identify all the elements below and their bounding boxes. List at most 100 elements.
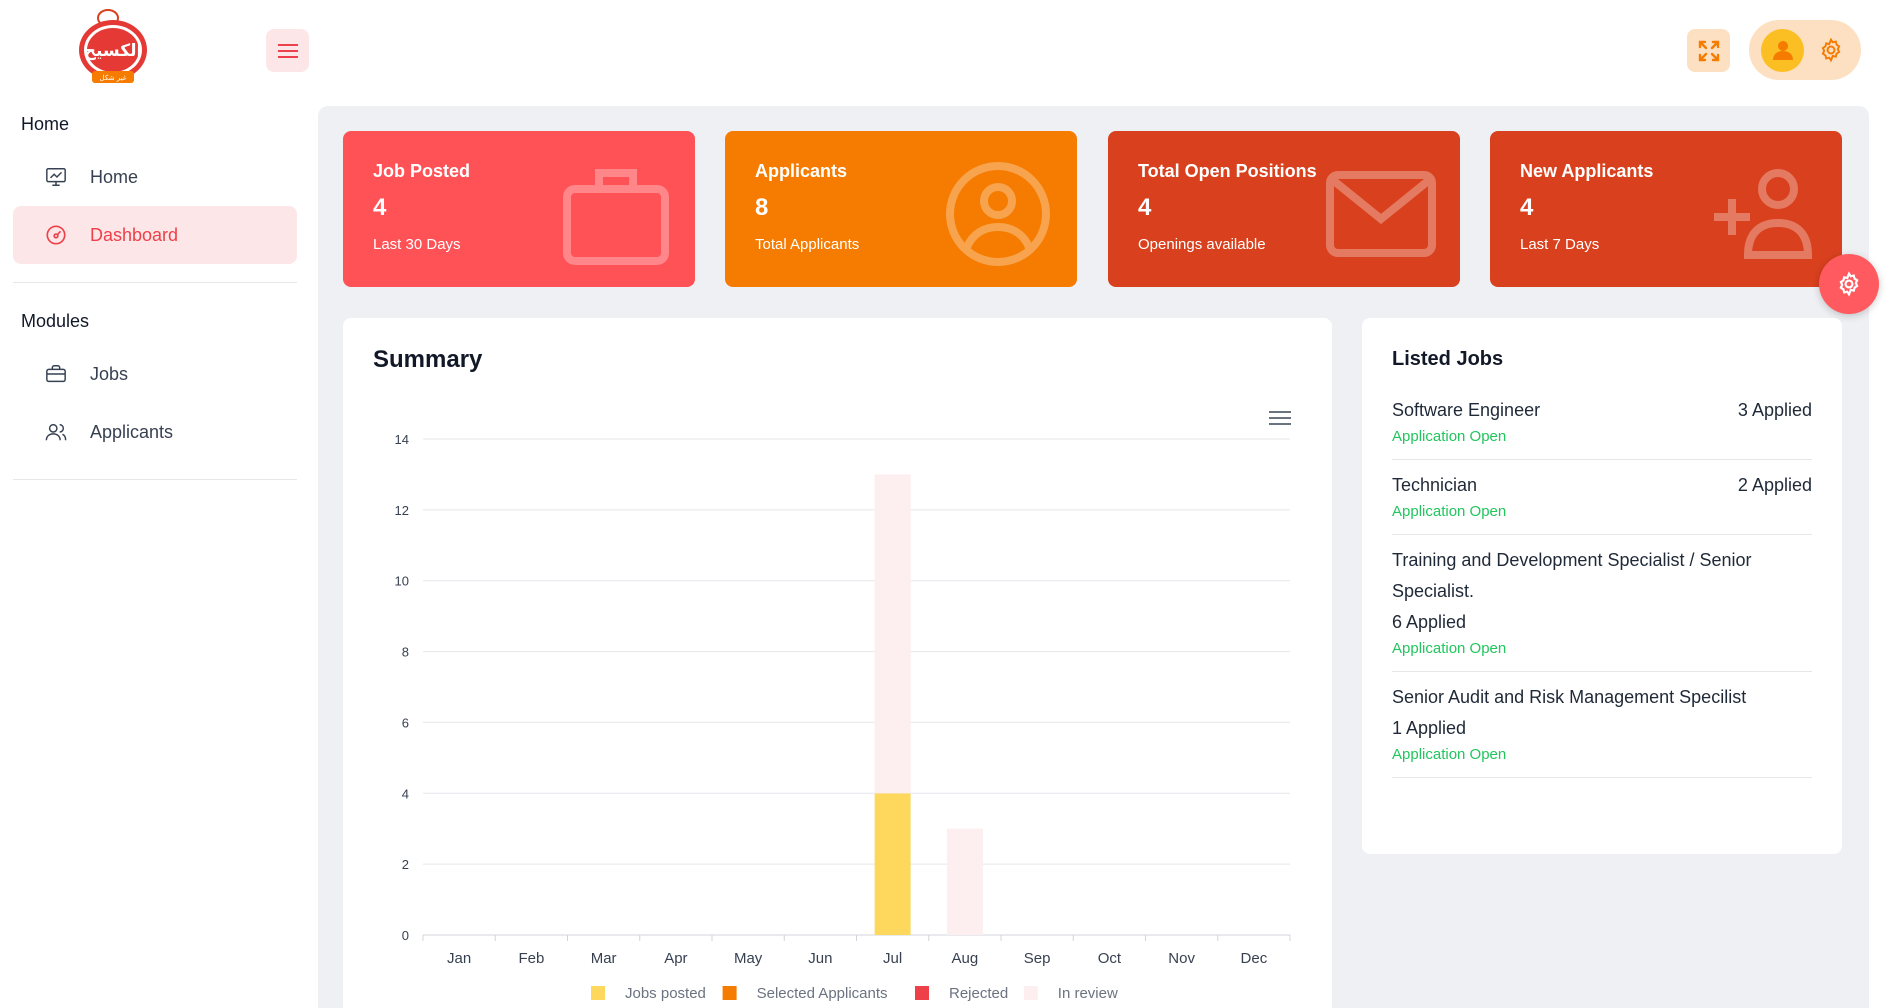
stat-value: 8 (755, 194, 769, 221)
sidebar-item-dashboard[interactable]: Dashboard (13, 206, 297, 264)
y-tick-label: 8 (402, 645, 409, 660)
job-name[interactable]: Technician (1392, 475, 1478, 495)
x-tick-label: Jul (883, 950, 902, 967)
sidebar-section-modules: Modules (21, 311, 90, 331)
job-name[interactable]: Senior Audit and Risk Management Specili… (1392, 687, 1747, 707)
user-plus-icon (1714, 169, 1813, 259)
gear-icon (1821, 37, 1841, 63)
stat-title: New Applicants (1520, 161, 1654, 181)
job-applied-count: 6 Applied (1392, 612, 1467, 632)
x-tick-label: Sep (1024, 950, 1051, 967)
legend-swatch (591, 986, 605, 1000)
stat-card-jobs-posted[interactable]: Job Posted 4 Last 30 Days (343, 131, 695, 287)
expand-icon (1698, 40, 1719, 61)
logo-text: الكسيح (84, 41, 143, 61)
sidebar-divider (13, 282, 297, 283)
summary-bar-chart: 0 2 4 6 8 10 12 14 Jan Feb Mar Apr May Jun Jul Aug Sep Oc… (395, 432, 1291, 1002)
y-tick-label: 2 (402, 857, 409, 872)
job-name[interactable]: Software Engineer (1392, 400, 1541, 420)
logo-subtext: غير شكل (100, 74, 127, 82)
dashboard-gauge-icon (44, 223, 68, 247)
brand-logo[interactable]: الكسيح غير شكل (74, 8, 152, 86)
x-tick-label: Feb (518, 950, 544, 967)
sidebar-section-home: Home (21, 114, 70, 134)
floating-settings-button[interactable] (1819, 254, 1879, 314)
legend-label: Rejected (949, 985, 1008, 1002)
job-item[interactable]: Technician 2 Applied Application Open (1392, 460, 1812, 535)
job-status: Application Open (1392, 428, 1507, 445)
settings-button[interactable] (1818, 37, 1844, 63)
y-tick-label: 14 (395, 432, 409, 447)
x-tick-label: Mar (591, 950, 617, 967)
chart-menu-icon[interactable] (1269, 410, 1291, 426)
stat-title: Total Open Positions (1138, 161, 1317, 181)
gear-icon (1839, 271, 1859, 297)
sidebar-item-applicants[interactable]: Applicants (13, 403, 297, 461)
job-status: Application Open (1392, 746, 1507, 763)
sidebar-item-label: Dashboard (90, 224, 179, 245)
legend-swatch (722, 986, 737, 1000)
bar-segment (874, 793, 911, 935)
sidebar-item-label: Applicants (90, 421, 174, 442)
sidebar-item-jobs[interactable]: Jobs (13, 345, 297, 403)
summary-panel: Summary 0 2 4 6 8 10 12 14 Jan Feb Mar Apr May Jun Jul… (343, 318, 1332, 1008)
bar-segment (946, 828, 983, 935)
stat-subtitle: Total Applicants (755, 236, 860, 253)
sidebar-item-label: Home (90, 166, 139, 187)
job-item[interactable]: Training and Development Specialist / Se… (1392, 535, 1812, 672)
y-tick-label: 0 (402, 928, 409, 943)
sidebar-item-home[interactable]: Home (13, 148, 297, 206)
stat-subtitle: Openings available (1138, 236, 1266, 253)
stat-card-open-positions[interactable]: Total Open Positions 4 Openings availabl… (1108, 131, 1460, 287)
x-tick-label: Dec (1241, 950, 1268, 967)
y-tick-label: 10 (395, 574, 409, 589)
job-applied-count: 2 Applied (1737, 475, 1812, 495)
stat-subtitle: Last 7 Days (1520, 236, 1600, 253)
legend-label: Jobs posted (625, 985, 706, 1002)
x-tick-label: Apr (664, 950, 687, 967)
briefcase-icon (44, 362, 68, 386)
sidebar: Home Home Dashboard Modules Jobs Applica… (0, 100, 310, 494)
x-tick-label: Jan (447, 950, 471, 967)
fullscreen-button[interactable] (1687, 29, 1730, 72)
stat-subtitle: Last 30 Days (373, 236, 461, 253)
briefcase-icon (563, 169, 669, 265)
job-status: Application Open (1392, 503, 1507, 520)
listed-jobs-title: Listed Jobs (1392, 348, 1504, 370)
y-tick-label: 12 (395, 503, 409, 518)
job-item[interactable]: Senior Audit and Risk Management Specili… (1392, 672, 1812, 778)
legend-swatch (915, 986, 929, 1000)
stat-value: 4 (373, 194, 387, 221)
users-icon (44, 420, 68, 444)
job-applied-count: 1 Applied (1392, 718, 1467, 738)
stat-title: Job Posted (373, 161, 471, 181)
x-tick-label: Jun (808, 950, 832, 967)
job-item[interactable]: Software Engineer 3 Applied Application … (1392, 385, 1812, 460)
legend-label: In review (1058, 985, 1118, 1002)
hamburger-icon (277, 43, 298, 58)
y-tick-label: 4 (402, 786, 409, 801)
legend-swatch (1023, 986, 1038, 1000)
user-avatar[interactable] (1761, 28, 1804, 72)
user-icon (1772, 41, 1793, 60)
stat-value: 4 (1138, 194, 1152, 221)
bar-segment (874, 474, 911, 794)
job-applied-count: 3 Applied (1737, 400, 1812, 420)
monitor-chart-icon (44, 165, 68, 189)
job-status: Application Open (1392, 640, 1507, 657)
sidebar-item-label: Jobs (90, 363, 129, 384)
stat-card-new-applicants[interactable]: New Applicants 4 Last 7 Days (1490, 131, 1842, 287)
stat-value: 4 (1520, 194, 1534, 221)
job-name[interactable]: Training and Development Specialist / Se… (1392, 550, 1752, 601)
legend-label: Selected Applicants (757, 985, 888, 1002)
x-tick-label: Oct (1098, 950, 1122, 967)
summary-title: Summary (373, 346, 483, 373)
y-tick-label: 6 (402, 715, 409, 730)
user-menu (1749, 20, 1861, 80)
menu-toggle-button[interactable] (266, 29, 309, 72)
envelope-icon (1326, 171, 1436, 257)
x-tick-label: Aug (952, 950, 979, 967)
x-tick-label: Nov (1168, 950, 1195, 967)
stat-card-applicants[interactable]: Applicants 8 Total Applicants (725, 131, 1077, 287)
sidebar-divider (13, 479, 297, 480)
